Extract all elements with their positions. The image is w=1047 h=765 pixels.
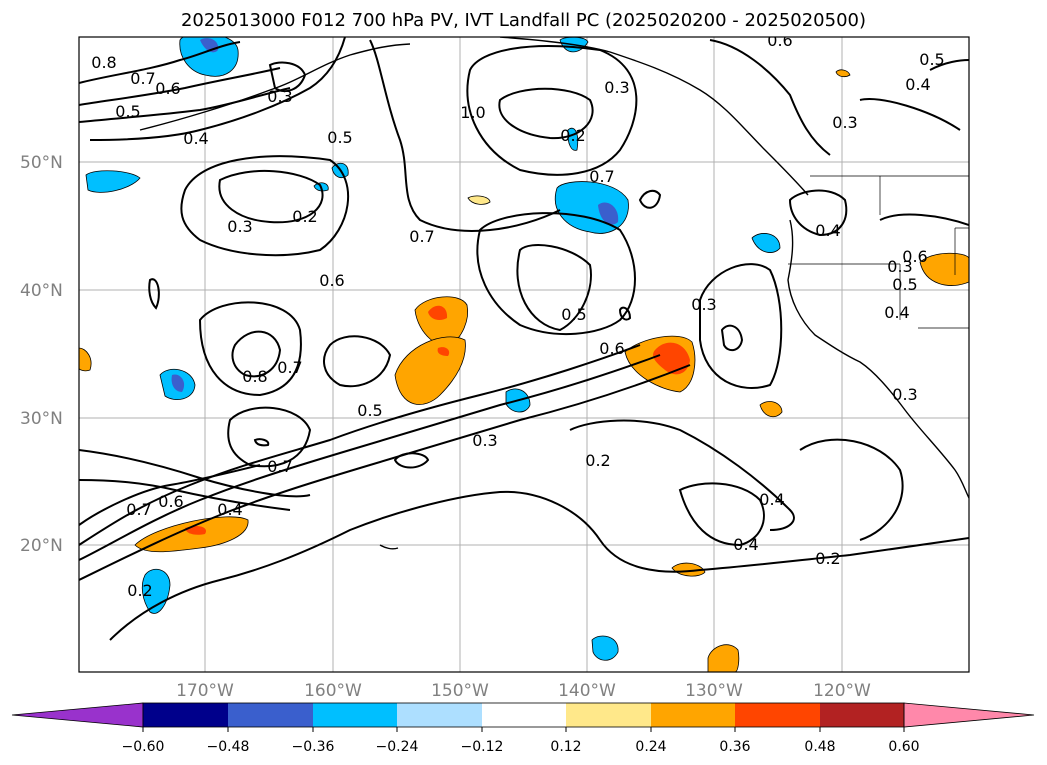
lat-label-20n: 20°N	[20, 536, 63, 556]
contour-label: 0.8	[242, 367, 267, 386]
shaded-anomalies	[79, 37, 969, 672]
contour-label: 0.4	[217, 500, 242, 519]
contour-label: 0.5	[327, 128, 352, 147]
contour-label: 0.5	[892, 275, 917, 294]
colorbar: −0.60 −0.48 −0.36 −0.24 −0.12 0.12 0.24 …	[11, 702, 1035, 755]
contour-label: 0.3	[604, 78, 629, 97]
contour-label: 0.3	[267, 87, 292, 106]
colorbar-extend-low	[11, 702, 144, 728]
map-area	[79, 37, 969, 672]
contour-label: 0.7	[267, 457, 292, 476]
contour-label: 0.4	[815, 221, 840, 240]
colorbar-segment	[566, 703, 651, 727]
colorbar-tick-label: −0.36	[292, 739, 335, 755]
contour-label: 0.5	[561, 305, 586, 324]
coastlines	[139, 37, 969, 550]
contour-label: 0.8	[91, 53, 116, 72]
colorbar-tick-label: 0.24	[635, 739, 666, 755]
contour-label: 0.3	[472, 431, 497, 450]
contour-label: 0.3	[227, 217, 252, 236]
lat-label-50n: 50°N	[20, 153, 63, 173]
contour-label: 0.2	[585, 451, 610, 470]
longitude-labels: 170°W 160°W 150°W 140°W 130°W 120°W	[176, 681, 871, 701]
colorbar-segment	[313, 703, 397, 727]
colorbar-tick-label: 0.12	[550, 739, 581, 755]
lon-label-120w: 120°W	[813, 681, 871, 701]
contour-label: 0.7	[589, 167, 614, 186]
colorbar-tick-label: −0.24	[376, 739, 419, 755]
contour-label: 0.7	[126, 500, 151, 519]
colorbar-segment	[651, 703, 735, 727]
contour-label: 0.2	[560, 126, 585, 145]
colorbar-tick-label: −0.48	[207, 739, 250, 755]
contour-label: 0.2	[815, 549, 840, 568]
colorbar-tick-label: −0.12	[461, 739, 504, 755]
contour-label: 0.3	[887, 257, 912, 276]
colorbar-tick-label: −0.60	[122, 739, 165, 755]
lat-label-30n: 30°N	[20, 409, 63, 429]
contour-label: 0.3	[892, 385, 917, 404]
map-border	[78, 36, 970, 673]
contour-label: 0.3	[832, 113, 857, 132]
colorbar-tick-label: 0.60	[888, 739, 919, 755]
lon-label-130w: 130°W	[685, 681, 743, 701]
contour-label: 1.0	[460, 103, 485, 122]
colorbar-tick-label: 0.36	[719, 739, 750, 755]
lon-label-150w: 150°W	[431, 681, 489, 701]
contour-label: 0.4	[759, 490, 784, 509]
contour-label: 0.6	[902, 247, 927, 266]
contour-label: 0.7	[130, 69, 155, 88]
contour-label: 0.7	[277, 358, 302, 377]
latitude-labels: 50°N 40°N 30°N 20°N	[20, 153, 63, 556]
colorbar-segment	[735, 703, 820, 727]
colorbar-segment	[482, 703, 566, 727]
colorbar-segment	[143, 703, 228, 727]
contour-label: 0.2	[292, 207, 317, 226]
contour-label: 0.5	[357, 401, 382, 420]
contour-label: 0.4	[183, 129, 208, 148]
lat-label-40n: 40°N	[20, 281, 63, 301]
contour-label: 0.2	[127, 581, 152, 600]
contour-label: 0.3	[691, 295, 716, 314]
lon-label-160w: 160°W	[304, 681, 362, 701]
colorbar-extend-high	[903, 702, 1035, 728]
pv-contours	[79, 37, 969, 641]
colorbar-segment	[228, 703, 313, 727]
contour-label: 0.6	[599, 339, 624, 358]
contour-label: 0.7	[409, 227, 434, 246]
map-title: 2025013000 F012 700 hPa PV, IVT Landfall…	[180, 10, 867, 31]
colorbar-tick-label: 0.48	[804, 739, 835, 755]
contour-label: 0.4	[905, 75, 930, 94]
lon-label-170w: 170°W	[176, 681, 234, 701]
lon-label-140w: 140°W	[558, 681, 616, 701]
contour-label: 0.6	[158, 492, 183, 511]
contour-label: 0.6	[319, 271, 344, 290]
contour-label: 0.6	[155, 79, 180, 98]
contour-label: 0.5	[919, 50, 944, 69]
political-borders	[788, 175, 969, 329]
colorbar-segment	[397, 703, 482, 727]
contour-label: 0.4	[733, 535, 758, 554]
contour-label-group: 0.8 0.7 0.6 0.5 0.4 0.3 1.0 0.5 0.2 0.3 …	[91, 31, 944, 600]
contour-label: 0.5	[115, 102, 140, 121]
colorbar-segment	[820, 703, 904, 727]
contour-label: 0.4	[884, 303, 909, 322]
contour-label: 0.6	[767, 31, 792, 50]
